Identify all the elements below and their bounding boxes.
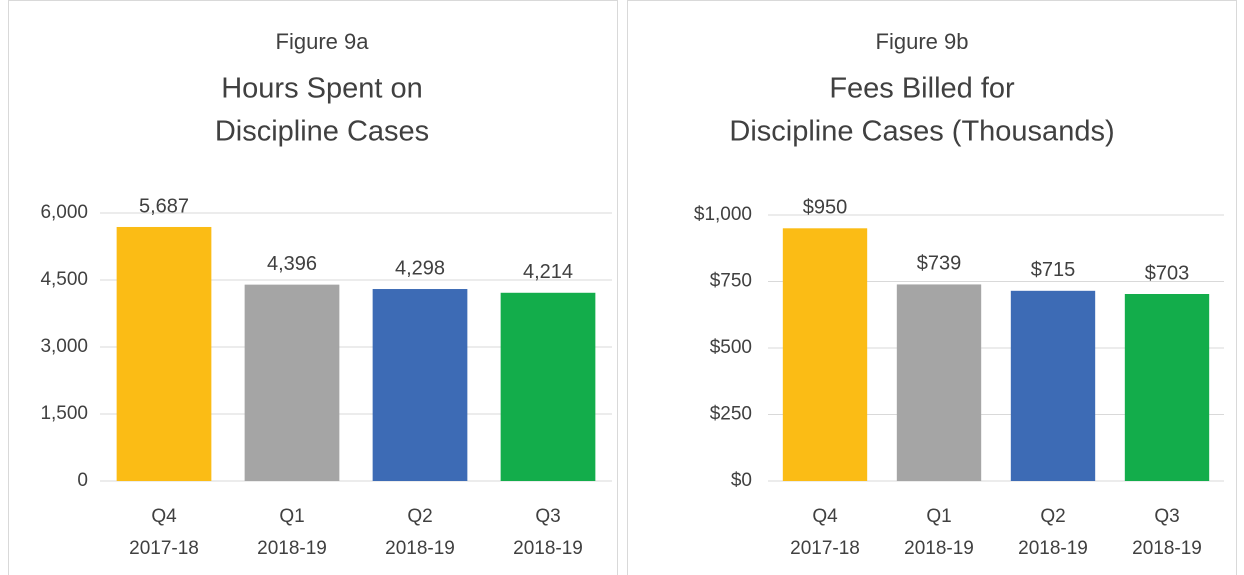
value-label: $739	[917, 253, 962, 275]
value-label: 4,214	[523, 261, 573, 283]
x-tick-label: 2018-19	[904, 538, 974, 559]
x-tick-label: Q2	[407, 506, 432, 527]
chart-title: Hours Spent on	[221, 73, 423, 105]
bar	[1010, 290, 1096, 481]
x-tick-label: 2017-18	[790, 538, 860, 559]
chart-title: Fees Billed for	[829, 73, 1015, 105]
bar	[372, 289, 468, 481]
y-tick-label: $500	[710, 337, 752, 358]
value-label: $715	[1031, 259, 1076, 281]
figure-label: Figure 9a	[276, 29, 370, 54]
y-tick-label: 1,500	[40, 403, 88, 424]
chart-title: Discipline Cases	[215, 116, 429, 148]
y-tick-label: $750	[710, 271, 752, 292]
bar	[116, 226, 212, 481]
value-label: $703	[1145, 262, 1190, 284]
x-tick-label: Q2	[1040, 506, 1065, 527]
x-tick-label: Q3	[1154, 506, 1179, 527]
x-tick-label: Q3	[535, 506, 560, 527]
panel-border	[8, 0, 618, 575]
bar	[244, 284, 340, 481]
y-tick-label: $250	[710, 404, 752, 425]
bar	[1124, 294, 1210, 481]
bar	[896, 284, 982, 481]
x-tick-label: 2018-19	[1132, 538, 1202, 559]
x-tick-label: 2018-19	[385, 538, 455, 559]
x-tick-label: 2018-19	[1018, 538, 1088, 559]
figure-label: Figure 9b	[876, 29, 969, 54]
x-tick-label: Q4	[812, 506, 838, 527]
x-tick-label: 2017-18	[129, 538, 199, 559]
y-tick-label: 3,000	[40, 336, 88, 357]
bar	[500, 292, 596, 481]
y-tick-label: 0	[77, 470, 88, 491]
value-label: $950	[803, 197, 848, 219]
x-tick-label: 2018-19	[513, 538, 583, 559]
y-tick-label: 6,000	[40, 202, 88, 223]
x-tick-label: Q1	[279, 506, 304, 527]
x-tick-label: Q1	[926, 506, 951, 527]
value-label: 4,298	[395, 257, 445, 279]
y-tick-label: $0	[731, 470, 752, 491]
y-tick-label: $1,000	[694, 204, 752, 225]
x-tick-label: Q4	[151, 506, 177, 527]
value-label: 4,396	[267, 253, 317, 275]
value-label: 5,687	[139, 195, 189, 217]
bar	[782, 228, 868, 481]
chart-title: Discipline Cases (Thousands)	[729, 116, 1114, 148]
y-tick-label: 4,500	[40, 269, 88, 290]
x-tick-label: 2018-19	[257, 538, 327, 559]
panel-border	[627, 0, 1237, 575]
